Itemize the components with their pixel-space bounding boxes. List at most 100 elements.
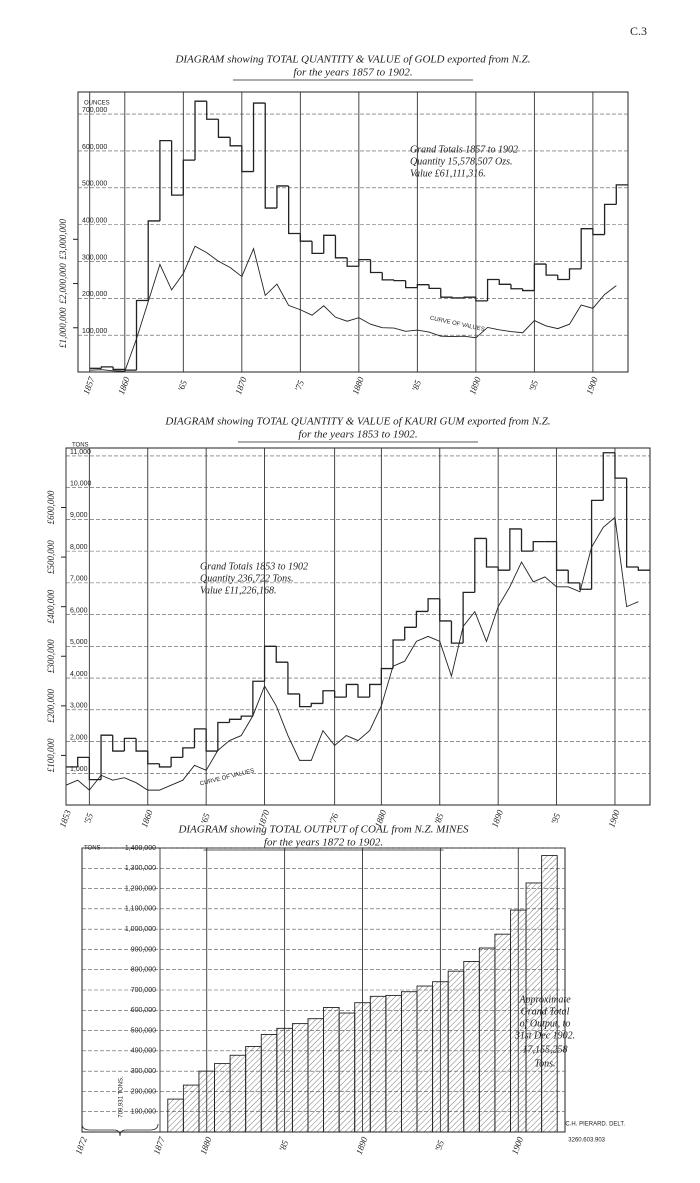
annotation: 31st Dec 1902. [514, 1030, 575, 1041]
annotation: Grand Totals 1857 to 1902 [410, 144, 518, 155]
quantity-step [439, 598, 452, 622]
quantity-step [615, 184, 628, 205]
y-tick-label: 1,200,000 [125, 885, 156, 892]
chart-title: DIAGRAM showing TOTAL OUTPUT of COAL fro… [177, 824, 469, 836]
quantity-step [299, 233, 313, 242]
y2-tick-label: £500,000 [46, 540, 56, 574]
y-tick-label: 2,000 [70, 734, 88, 741]
y2-tick-label: £600,000 [46, 490, 56, 524]
period-total: 709,931 TONS. [119, 1076, 125, 1118]
value-curve [89, 245, 617, 372]
y-tick-label: 500,000 [131, 1027, 156, 1034]
quantity-step [346, 257, 359, 267]
credit: C.H. PIERARD. DELT. [565, 1122, 625, 1128]
quantity-step [217, 721, 230, 752]
y-tick-label: 1,100,000 [125, 906, 156, 913]
quantity-step [135, 738, 148, 752]
quantity-step [369, 683, 382, 698]
y2-tick-label: £300,000 [46, 639, 56, 673]
quantity-step [497, 567, 510, 571]
y-tick-label: 1,000 [70, 766, 88, 773]
y-tick-label: 900,000 [131, 946, 156, 953]
quantity-step [77, 756, 90, 767]
annotation: Value £11,226,168. [200, 585, 276, 596]
quantity-step [310, 702, 323, 707]
quantity-step [240, 715, 253, 720]
y-tick-label: 9,000 [70, 512, 88, 519]
bar [354, 1002, 371, 1133]
y-tick-label: 700,000 [131, 987, 156, 994]
quantity-step [532, 540, 545, 552]
y-tick-label: 10,000 [70, 481, 92, 488]
bar [214, 1063, 231, 1133]
quantity-step [510, 284, 523, 290]
y-tick-label: 4,000 [70, 671, 88, 678]
bar [338, 1012, 356, 1133]
y-tick-label: 6,000 [70, 607, 88, 614]
bar [198, 1070, 215, 1133]
quantity-step [625, 478, 639, 568]
quantity-step [182, 747, 195, 758]
annotation: Tons. [534, 1058, 555, 1069]
y-tick-label: 1,400,000 [125, 845, 156, 852]
quantity-step [206, 101, 219, 120]
quantity-step [323, 234, 336, 254]
x-tick-label: '85 [410, 378, 423, 392]
quantity-step [298, 693, 312, 708]
chart-subtitle: for the years 1853 to 1902. [298, 429, 417, 441]
x-tick-label: '65 [199, 811, 212, 825]
bar [432, 981, 449, 1133]
x-tick-label: '65 [176, 378, 189, 392]
quantity-step [485, 538, 499, 568]
annotation: of Output, to [520, 1018, 571, 1029]
quantity-step [182, 159, 196, 196]
quantity-step [205, 728, 218, 752]
quantity-step [275, 646, 288, 663]
bar [541, 855, 558, 1133]
x-tick-label: '85 [432, 811, 445, 825]
quantity-step [405, 280, 418, 289]
annotation: Approximate [518, 994, 571, 1005]
quantity-step [592, 228, 605, 236]
y-tick-label: 300,000 [131, 1068, 156, 1075]
y-tick-label: 800,000 [131, 967, 156, 974]
y-axis-unit: OUNCES [84, 101, 110, 107]
quantity-step [475, 297, 488, 302]
y-tick-label: 3,000 [70, 703, 88, 710]
annotation: Value £61,111,316. [410, 168, 486, 179]
quantity-step [428, 284, 441, 290]
bar [182, 1084, 200, 1133]
y-tick-label: 11,000 [70, 449, 91, 456]
y-tick-label: 600,000 [82, 144, 107, 151]
annotation: 17,155,258 [523, 1044, 568, 1055]
quantity-step [451, 297, 465, 299]
bar [323, 1007, 340, 1133]
x-tick-label: '95 [433, 1138, 446, 1152]
quantity-step [463, 296, 476, 298]
quantity-step [135, 299, 149, 371]
bar [167, 1098, 184, 1133]
quantity-step [545, 264, 558, 276]
quantity-step [557, 275, 570, 281]
y2-tick-label: £3,000,000 [58, 219, 68, 260]
quantity-step [311, 241, 324, 255]
quantity-step [381, 272, 394, 281]
quantity-step [194, 100, 207, 161]
y-tick-label: 7,000 [70, 576, 88, 583]
x-tick-label: '55 [82, 811, 95, 825]
quantity-step [415, 610, 429, 628]
quantity-step [124, 369, 137, 371]
bar [369, 995, 387, 1133]
quantity-step [509, 528, 522, 571]
quantity-step [333, 690, 347, 698]
quantity-step [568, 268, 582, 280]
quantity-step [474, 537, 487, 593]
quantity-step [555, 541, 569, 571]
quantity-step [404, 626, 417, 640]
y2-tick-label: £200,000 [46, 688, 56, 722]
quantity-step [158, 763, 172, 768]
annotation: Grand Totals 1853 to 1902 [200, 561, 308, 572]
x-tick-label: '95 [549, 811, 562, 825]
